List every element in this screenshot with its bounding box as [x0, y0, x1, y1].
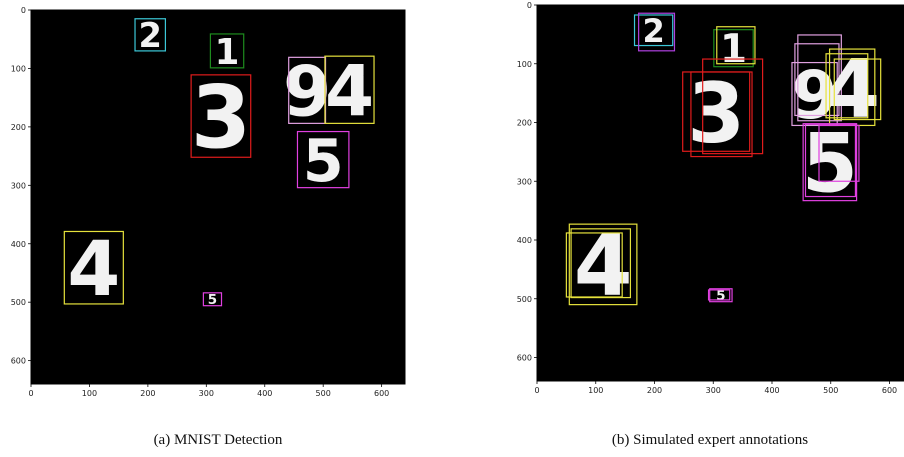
x-tick-label: 600 [882, 386, 897, 395]
y-tick-label: 600 [517, 354, 532, 363]
y-tick-label: 500 [11, 298, 26, 307]
y-tick-label: 200 [517, 119, 532, 128]
x-tick-label: 400 [764, 386, 779, 395]
x-tick-label: 400 [257, 389, 272, 398]
panel: 0 100 200 300 400 500 600 0 100 200 300 400 500 600 2 1… [11, 6, 405, 448]
digit: 3 [191, 68, 251, 168]
y-tick-label: 200 [11, 123, 26, 132]
caption: (b) Simulated expert annotations [612, 432, 808, 448]
x-tick-label: 100 [588, 386, 603, 395]
digit: 1 [215, 32, 240, 73]
digit: 5 [303, 126, 344, 195]
digit: 2 [642, 12, 664, 50]
x-tick-label: 500 [823, 386, 838, 395]
y-tick-label: 400 [517, 236, 532, 245]
digit: 5 [802, 117, 858, 211]
x-tick-label: 300 [706, 386, 721, 395]
y-tick-label: 300 [517, 177, 532, 186]
y-tick-label: 400 [11, 240, 26, 249]
x-tick-label: 0 [28, 389, 33, 398]
y-tick-label: 0 [21, 6, 26, 15]
digit: 4 [67, 224, 120, 313]
y-tick-label: 100 [11, 64, 26, 73]
digit: 3 [687, 65, 745, 162]
digit: 4 [325, 50, 374, 132]
x-tick-label: 300 [199, 389, 214, 398]
digit: 2 [138, 16, 161, 55]
x-tick-label: 0 [534, 386, 539, 395]
figure: 0100200300400500600010020030040050060021… [0, 0, 904, 457]
digit: 4 [574, 217, 633, 315]
x-tick-label: 200 [647, 386, 662, 395]
x-tick-label: 600 [374, 389, 389, 398]
x-tick-label: 500 [316, 389, 331, 398]
y-tick-label: 100 [517, 60, 532, 69]
y-tick-label: 600 [11, 357, 26, 366]
y-tick-label: 500 [517, 295, 532, 304]
caption: (a) MNIST Detection [154, 432, 283, 448]
x-tick-label: 100 [82, 389, 97, 398]
x-tick-label: 200 [140, 389, 155, 398]
y-tick-label: 300 [11, 181, 26, 190]
y-tick-label: 0 [527, 1, 532, 10]
